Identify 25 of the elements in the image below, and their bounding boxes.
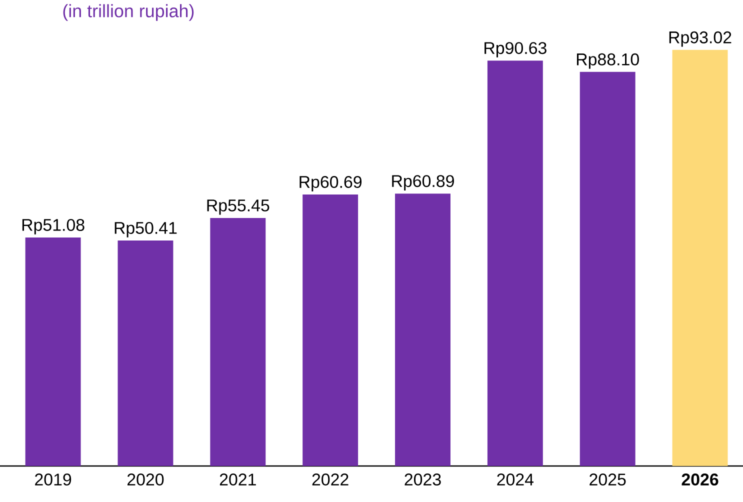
x-tick-label: 2026 <box>682 474 718 486</box>
bar <box>25 238 81 466</box>
x-tick-label: 2023 <box>404 474 441 486</box>
data-label: Rp93.02 <box>669 31 732 47</box>
chart-subtitle: (in trillion rupiah) <box>63 4 194 21</box>
bar <box>487 60 543 466</box>
data-label: Rp60.89 <box>392 175 454 190</box>
data-label: Rp50.41 <box>114 222 177 238</box>
bar <box>672 50 728 466</box>
data-label: Rp55.45 <box>207 200 270 215</box>
data-label: Rp60.69 <box>300 176 362 192</box>
bar <box>580 72 636 466</box>
bar <box>302 194 358 466</box>
data-label: Rp51.08 <box>22 218 84 234</box>
data-label: Rp90.63 <box>484 42 546 58</box>
x-tick-label: 2025 <box>590 474 626 486</box>
bar <box>118 240 174 466</box>
x-tick-label: 2021 <box>220 474 256 486</box>
bar <box>210 218 266 466</box>
x-tick-label: 2020 <box>127 474 164 486</box>
x-tick-label: 2019 <box>35 474 72 486</box>
x-tick-label: 2022 <box>312 474 348 486</box>
data-label: Rp88.10 <box>576 53 639 69</box>
bar <box>395 194 450 466</box>
x-tick-label: 2024 <box>497 474 534 486</box>
